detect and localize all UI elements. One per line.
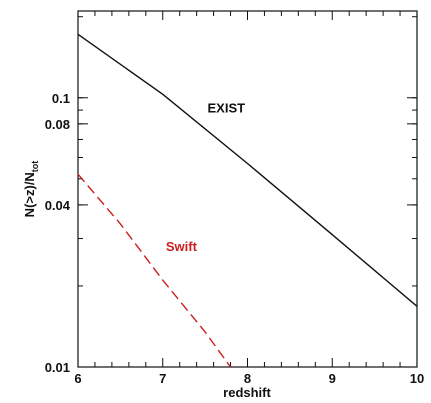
- x-tick-label: 10: [410, 371, 424, 386]
- series-line-swift: [77, 173, 232, 368]
- x-tick-label: 8: [244, 371, 251, 386]
- y-tick-label: 0.08: [45, 117, 70, 132]
- y-axis-title-subscript: tot: [30, 161, 40, 173]
- y-axis-title-main: N(>z)/N: [22, 172, 37, 217]
- series-line-exist: [77, 33, 418, 307]
- x-tick-label: 6: [74, 371, 81, 386]
- series-group: [77, 33, 418, 368]
- x-axis-title: redshift: [223, 385, 271, 400]
- labels-group: EXIST Swift: [166, 101, 245, 254]
- plot-frame: [77, 10, 418, 368]
- y-tick-label: 0.04: [45, 198, 71, 213]
- y-tick-label: 0.01: [45, 360, 70, 375]
- series-label-exist: EXIST: [208, 101, 246, 116]
- x-tick-label: 7: [159, 371, 166, 386]
- series-label-swift: Swift: [166, 239, 198, 254]
- y-tick-label: 0.1: [52, 91, 70, 106]
- ticks-group: 6 7 8 9 10 0.01 0.04 0.08 0.1: [45, 11, 424, 386]
- y-axis-title: N(>z)/Ntot: [22, 161, 40, 218]
- x-tick-label: 9: [329, 371, 336, 386]
